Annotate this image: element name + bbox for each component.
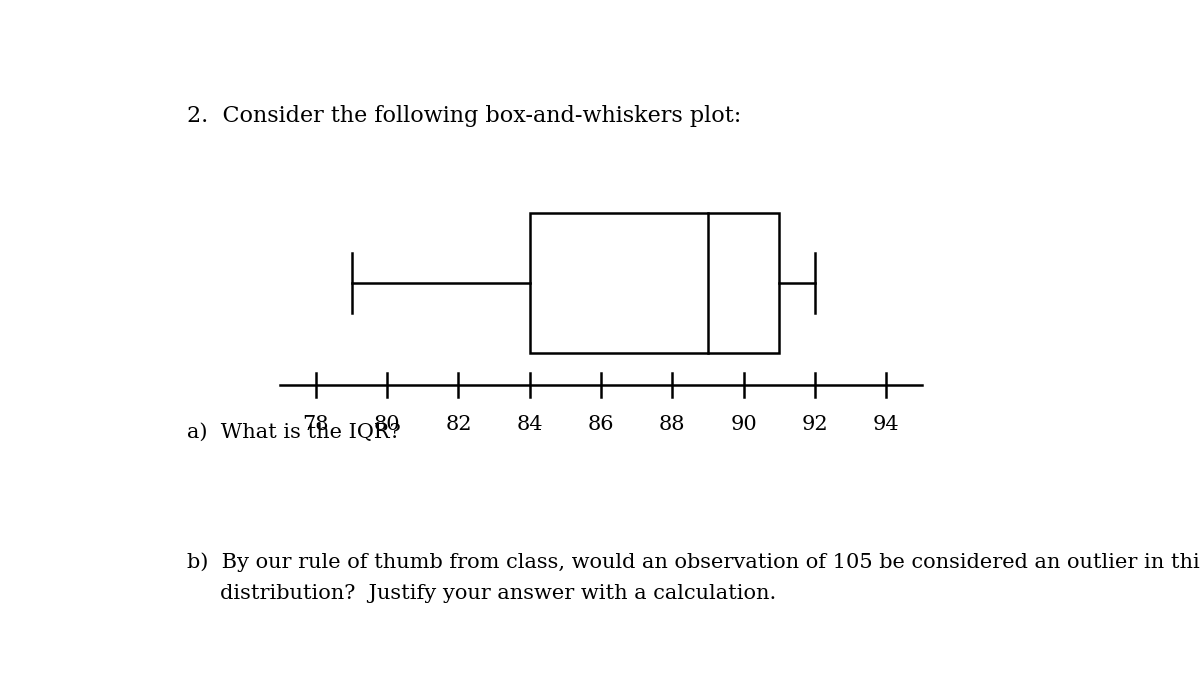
Text: 2.  Consider the following box-and-whiskers plot:: 2. Consider the following box-and-whiske… [187,106,742,127]
Text: distribution?  Justify your answer with a calculation.: distribution? Justify your answer with a… [187,584,776,603]
Text: 94: 94 [872,415,900,434]
Text: 82: 82 [445,415,472,434]
Text: b)  By our rule of thumb from class, would an observation of 105 be considered a: b) By our rule of thumb from class, woul… [187,552,1200,572]
FancyBboxPatch shape [529,213,779,353]
Text: 84: 84 [516,415,542,434]
Text: 78: 78 [302,415,329,434]
Text: 92: 92 [802,415,828,434]
Text: 88: 88 [659,415,685,434]
Text: a)  What is the IQR?: a) What is the IQR? [187,423,401,442]
Text: 86: 86 [588,415,614,434]
Text: 80: 80 [374,415,401,434]
Text: 90: 90 [731,415,757,434]
